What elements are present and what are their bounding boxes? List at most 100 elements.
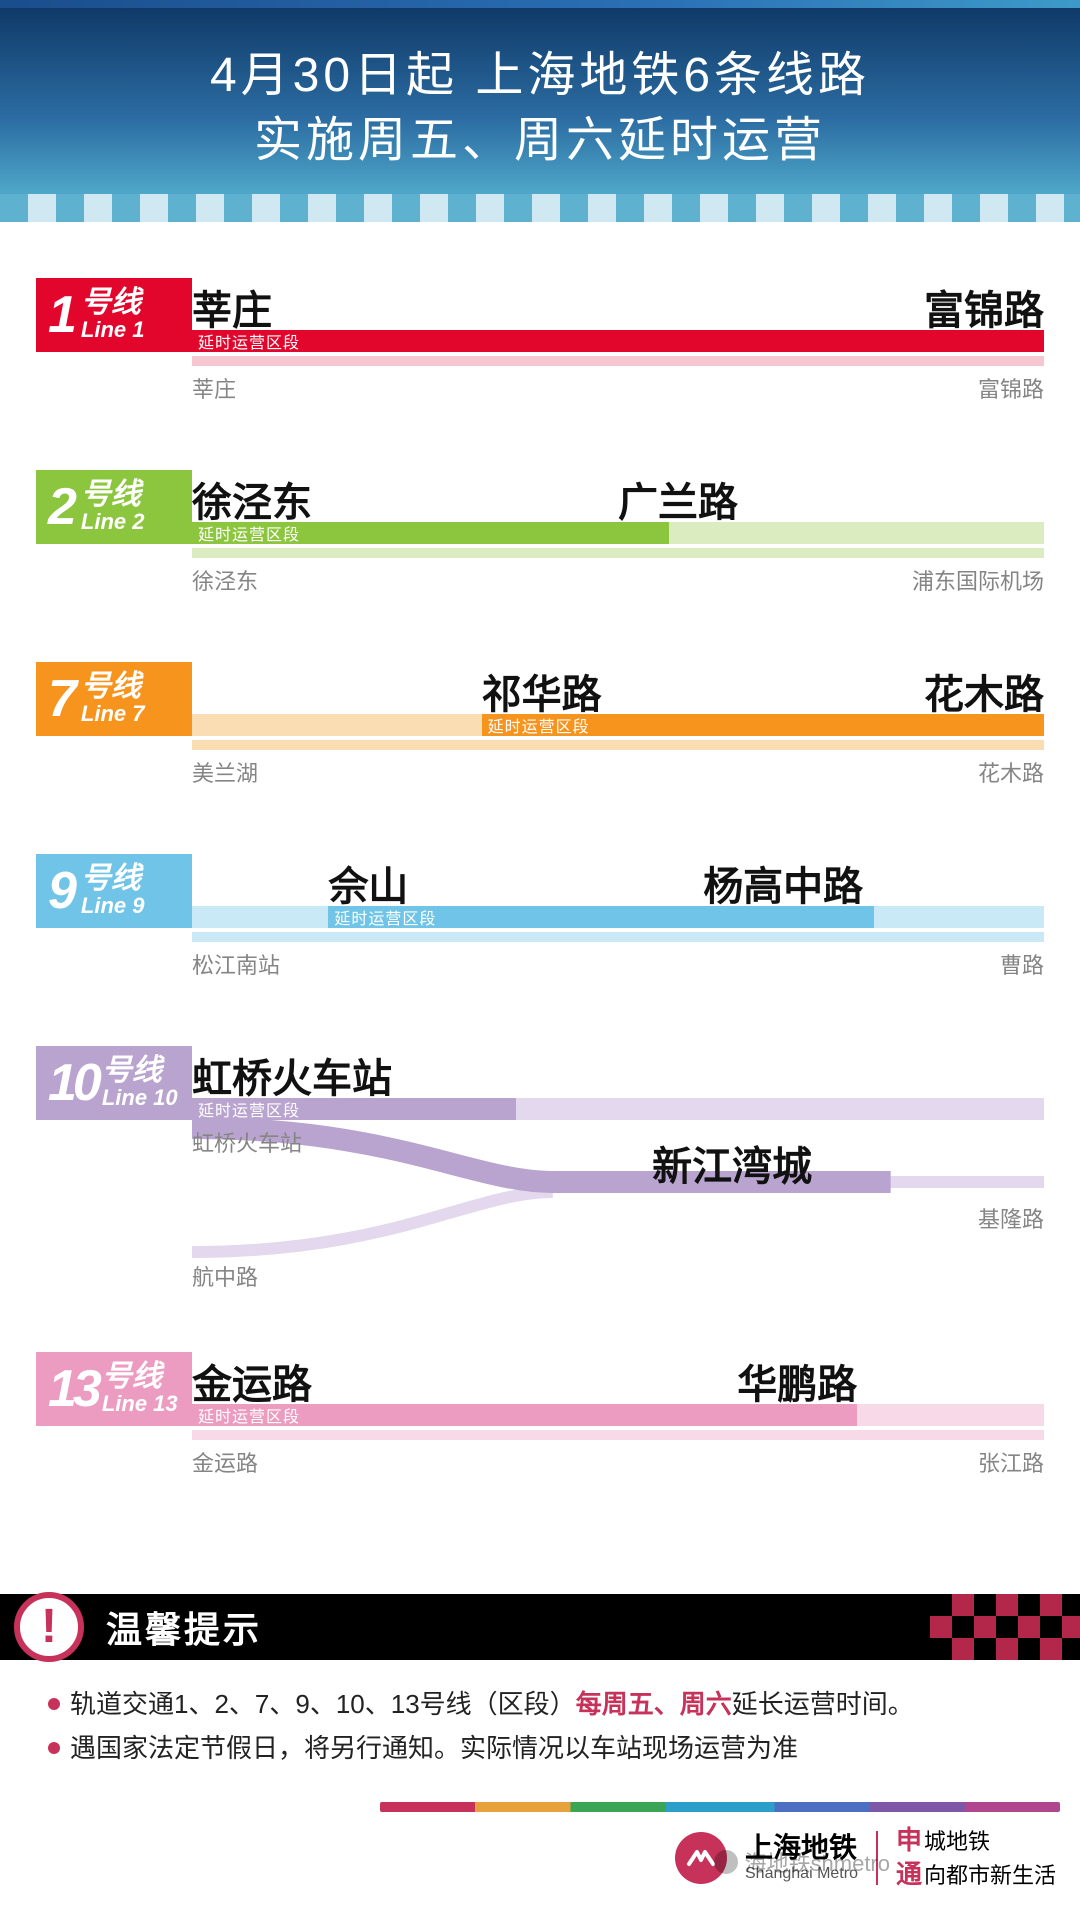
bullet-icon — [48, 1698, 60, 1710]
full-start-station: 松江南站 — [192, 948, 280, 980]
line-badge: 7 号线 Line 7 — [36, 662, 192, 736]
full-bar — [192, 740, 1044, 750]
ext-end-station: 广兰路 — [618, 470, 738, 528]
slogan: 申城地铁 通向都市新生活 — [896, 1824, 1056, 1892]
full-start-station: 莘庄 — [192, 372, 236, 404]
line-block: 13 号线 Line 13 金运路 华鹏路 延时运营区段 金运路 张江路 — [36, 1352, 1044, 1472]
line-bars: 莘庄 富锦路 延时运营区段 莘庄 富锦路 — [192, 278, 1044, 398]
line-cn: 号线 — [102, 1056, 178, 1087]
full-end-station: 富锦路 — [978, 372, 1044, 404]
line-cn: 号线 — [81, 672, 145, 703]
line-en: Line 7 — [81, 703, 145, 725]
line-cn: 号线 — [81, 864, 145, 895]
line-block: 9 号线 Line 9 佘山 杨高中路 延时运营区段 松江南站 曹路 — [36, 854, 1044, 974]
ext-end-station: 富锦路 — [924, 278, 1044, 336]
notice-item: 遇国家法定节假日，将另行通知。实际情况以车站现场运营为准 — [48, 1726, 1044, 1770]
ext-label: 延时运营区段 — [482, 713, 590, 737]
full-bar — [192, 932, 1044, 942]
page: 4月30日起 上海地铁6条线路 实施周五、周六延时运营 1 号线 Line 1 … — [0, 0, 1080, 1926]
ext-end-station: 杨高中路 — [703, 854, 863, 912]
ext-label: 延时运营区段 — [192, 329, 300, 353]
line-block: 10 号线 Line 10 虹桥火车站 延时运营区段 虹桥火车站 新江湾城 — [36, 1046, 1044, 1290]
ext-start-station: 莘庄 — [192, 278, 272, 336]
header: 4月30日起 上海地铁6条线路 实施周五、周六延时运营 — [0, 8, 1080, 194]
alert-icon: ! — [14, 1592, 84, 1662]
ext-bar: 延时运营区段 — [192, 1404, 1044, 1426]
line-block: 1 号线 Line 1 莘庄 富锦路 延时运营区段 莘庄 富锦路 — [36, 278, 1044, 398]
line-badge: 2 号线 Line 2 — [36, 470, 192, 544]
top-stripe — [0, 0, 1080, 8]
line-number: 1 — [48, 285, 77, 345]
notice-item: 轨道交通1、2、7、9、10、13号线（区段）每周五、周六延长运营时间。 — [48, 1682, 1044, 1726]
header-checker — [0, 194, 1080, 222]
bullet-icon — [48, 1742, 60, 1754]
line-bars: 佘山 杨高中路 延时运营区段 松江南站 曹路 — [192, 854, 1044, 974]
ext-bar: 延时运营区段 — [192, 330, 1044, 352]
branch-svg — [192, 1120, 1044, 1290]
line-badge: 10 号线 Line 10 — [36, 1046, 192, 1120]
notice-title: 温馨提示 — [106, 1601, 262, 1653]
line-number: 9 — [48, 861, 77, 921]
full-bar — [192, 356, 1044, 366]
full-end-station: 张江路 — [978, 1446, 1044, 1478]
notice-body: 轨道交通1、2、7、9、10、13号线（区段）每周五、周六延长运营时间。 遇国家… — [0, 1660, 1080, 1802]
full-bar — [192, 548, 1044, 558]
ext-bar: 延时运营区段 — [192, 1098, 1044, 1120]
line-en: Line 13 — [102, 1393, 178, 1415]
line-en: Line 9 — [81, 895, 145, 917]
line-number: 10 — [48, 1053, 98, 1113]
line-number: 7 — [48, 669, 77, 729]
line-cn: 号线 — [81, 480, 145, 511]
ext-start-station: 徐泾东 — [192, 470, 312, 528]
line-badge: 1 号线 Line 1 — [36, 278, 192, 352]
footer: 上海地铁 Shanghai Metro 申城地铁 通向都市新生活 海地铁shme… — [0, 1812, 1080, 1926]
header-line1: 4月30日起 上海地铁6条线路 — [20, 44, 1060, 109]
line-en: Line 1 — [81, 319, 145, 341]
watermark: 海地铁shmetro — [713, 1846, 890, 1878]
ext-label: 延时运营区段 — [192, 521, 300, 545]
line-number: 13 — [48, 1359, 98, 1419]
line-bars: 祁华路 花木路 延时运营区段 美兰湖 花木路 — [192, 662, 1044, 782]
ext-start-station: 金运路 — [192, 1352, 312, 1410]
header-line2: 实施周五、周六延时运营 — [20, 109, 1060, 174]
ext-bar: 延时运营区段 — [192, 906, 1044, 928]
line-cn: 号线 — [81, 288, 145, 319]
line-bars: 金运路 华鹏路 延时运营区段 金运路 张江路 — [192, 1352, 1044, 1472]
notice: ! 温馨提示 轨道交通1、2、7、9、10、13号线（区段）每周五、周六延长运营… — [0, 1594, 1080, 1802]
ext-label: 延时运营区段 — [192, 1403, 300, 1427]
line-bars: 虹桥火车站 延时运营区段 虹桥火车站 新江湾城 基隆路 航中路 — [192, 1046, 1044, 1290]
full-bar — [192, 1430, 1044, 1440]
branch-spur: 航中路 — [192, 1260, 258, 1292]
line-block: 7 号线 Line 7 祁华路 花木路 延时运营区段 美兰湖 花木路 — [36, 662, 1044, 782]
ext-start-station: 虹桥火车站 — [192, 1046, 392, 1104]
lines-container: 1 号线 Line 1 莘庄 富锦路 延时运营区段 莘庄 富锦路 — [0, 222, 1080, 1584]
ext-bar: 延时运营区段 — [192, 714, 1044, 736]
ext-label: 延时运营区段 — [192, 1097, 300, 1121]
full-end-station: 浦东国际机场 — [912, 564, 1044, 596]
line-en: Line 10 — [102, 1087, 178, 1109]
ext-start-station: 祁华路 — [482, 662, 602, 720]
full-end-station: 曹路 — [1000, 948, 1044, 980]
line-number: 2 — [48, 477, 77, 537]
line-cn: 号线 — [102, 1362, 178, 1393]
ext-bar: 延时运营区段 — [192, 522, 1044, 544]
full-start-station: 美兰湖 — [192, 756, 258, 788]
ext-start-station: 佘山 — [328, 854, 408, 912]
ext-end-station: 花木路 — [924, 662, 1044, 720]
ext-label: 延时运营区段 — [328, 905, 436, 929]
branch-main-end: 基隆路 — [978, 1202, 1044, 1234]
full-end-station: 花木路 — [978, 756, 1044, 788]
line-block: 2 号线 Line 2 徐泾东 广兰路 延时运营区段 徐泾东 浦东国际机场 — [36, 470, 1044, 590]
full-start-station: 徐泾东 — [192, 564, 258, 596]
ext-end-station: 新江湾城 — [652, 1134, 812, 1192]
line-badge: 13 号线 Line 13 — [36, 1352, 192, 1426]
notice-bar: ! 温馨提示 — [0, 1594, 1080, 1660]
branch-area: 虹桥火车站 新江湾城 基隆路 航中路 — [192, 1120, 1044, 1290]
line-bars: 徐泾东 广兰路 延时运营区段 徐泾东 浦东国际机场 — [192, 470, 1044, 590]
line-en: Line 2 — [81, 511, 145, 533]
line-badge: 9 号线 Line 9 — [36, 854, 192, 928]
footer-stripe — [380, 1802, 1060, 1812]
full-start-station: 金运路 — [192, 1446, 258, 1478]
ext-end-station: 华鹏路 — [737, 1352, 857, 1410]
branch-main-start: 虹桥火车站 — [192, 1126, 302, 1158]
